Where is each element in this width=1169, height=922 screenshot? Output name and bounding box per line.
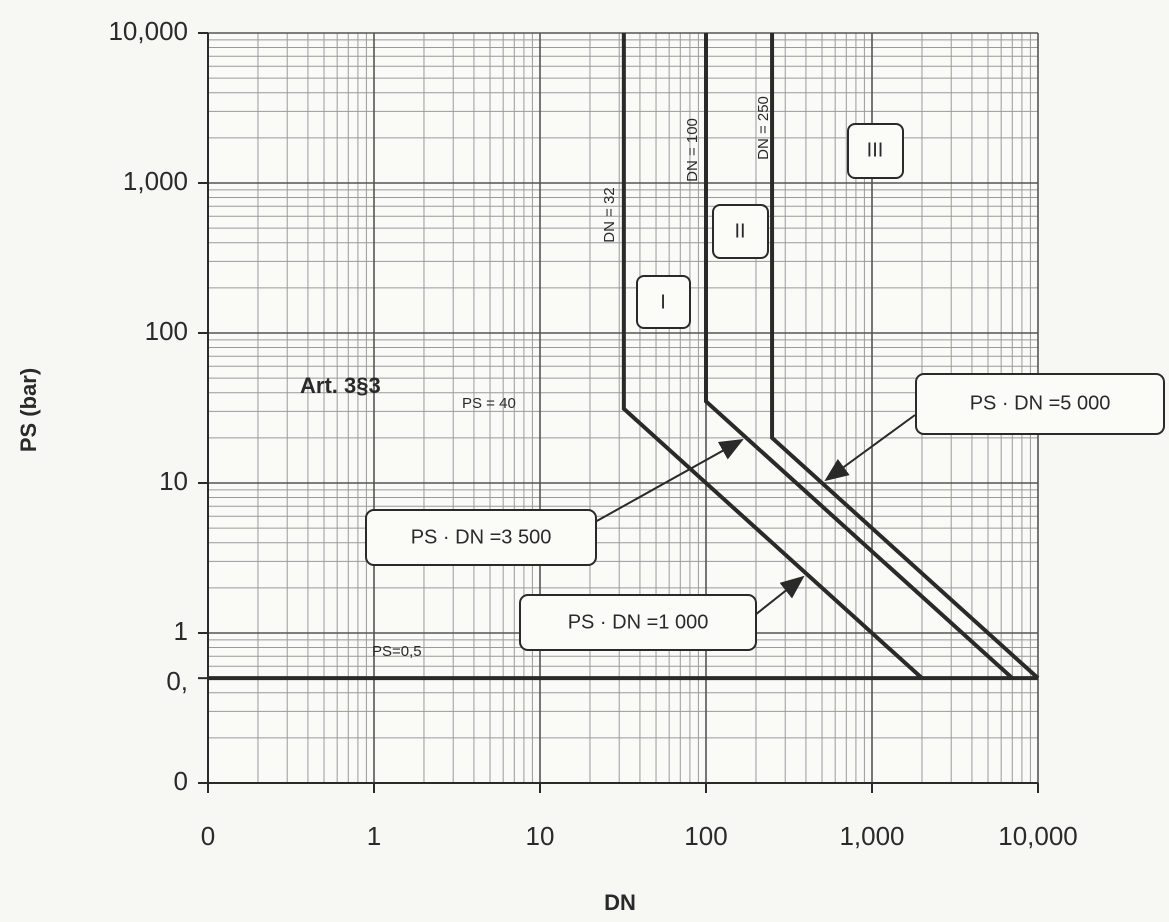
x-tick-label: 100 [684, 821, 727, 851]
annotation: DN = 32 [601, 187, 618, 242]
y-tick-label: 10,000 [108, 16, 188, 46]
annotation: PS=0,5 [372, 643, 422, 660]
y-tick-label: 1 [174, 616, 188, 646]
label-box [915, 373, 1165, 435]
label-box [519, 594, 757, 651]
boundary-line [621, 33, 924, 680]
y-tick-label: 10 [159, 466, 188, 496]
annotations: DN = 32 DN = 100 DN = 250 I II III Art. … [300, 96, 1165, 660]
x-tick-label: 10,000 [998, 821, 1078, 851]
annotation: PS = 40 [462, 395, 516, 412]
annotation: DN = 100 [684, 118, 701, 182]
x-tick-label: 1,000 [839, 821, 904, 851]
region-box [847, 123, 904, 179]
arrow [754, 575, 805, 616]
x-tick-label: 10 [526, 821, 555, 851]
x-tick-label: 1 [367, 821, 381, 851]
lines [208, 33, 1040, 681]
y-tick-label: 1,000 [123, 166, 188, 196]
arrow [594, 439, 744, 523]
boundary-line [704, 33, 1014, 680]
annotation: PS · DN =3 500 [411, 526, 552, 548]
region-box [636, 275, 691, 329]
label-box [365, 509, 597, 566]
annotation: PS · DN =1 000 [568, 611, 709, 633]
y-axis-label: PS (bar) [16, 368, 41, 452]
region-box [712, 204, 769, 259]
x-tick-label: 0 [201, 821, 215, 851]
y-tick-label: 0, [166, 666, 188, 696]
boundary-line [770, 33, 1040, 680]
annotation: PS · DN =5 000 [970, 392, 1111, 414]
x-axis-label: DN [604, 890, 636, 915]
annotation: Art. 3§3 [300, 373, 381, 398]
y-tick-label: 0 [174, 766, 188, 796]
annotation: III [867, 139, 884, 161]
arrow [824, 414, 916, 482]
annotation: DN = 250 [755, 96, 772, 160]
y-tick-label: 100 [145, 316, 188, 346]
annotation: II [734, 220, 745, 242]
annotation: I [660, 291, 666, 313]
